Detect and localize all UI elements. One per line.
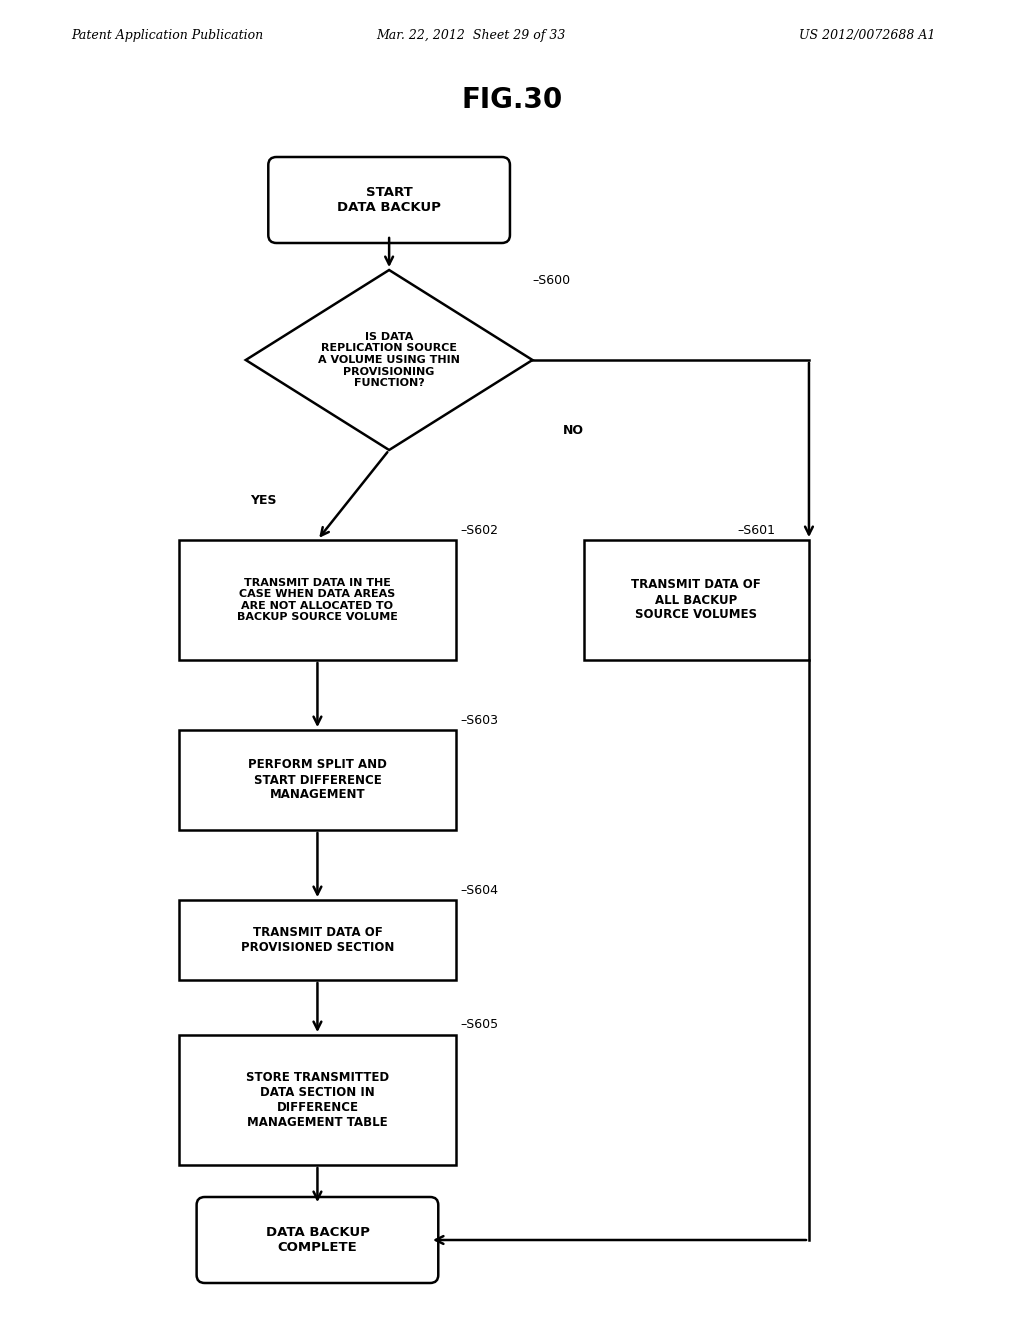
Text: Patent Application Publication: Patent Application Publication <box>72 29 264 41</box>
Text: TRANSMIT DATA OF
ALL BACKUP
SOURCE VOLUMES: TRANSMIT DATA OF ALL BACKUP SOURCE VOLUM… <box>632 578 761 622</box>
Text: NO: NO <box>563 424 585 437</box>
Text: PERFORM SPLIT AND
START DIFFERENCE
MANAGEMENT: PERFORM SPLIT AND START DIFFERENCE MANAG… <box>248 759 387 801</box>
Text: TRANSMIT DATA OF
PROVISIONED SECTION: TRANSMIT DATA OF PROVISIONED SECTION <box>241 927 394 954</box>
Text: TRANSMIT DATA IN THE
CASE WHEN DATA AREAS
ARE NOT ALLOCATED TO
BACKUP SOURCE VOL: TRANSMIT DATA IN THE CASE WHEN DATA AREA… <box>237 578 398 623</box>
Text: –S601: –S601 <box>737 524 775 536</box>
Text: –S604: –S604 <box>461 883 499 896</box>
Bar <box>179 540 456 660</box>
Bar <box>584 540 809 660</box>
Text: –S600: –S600 <box>532 273 570 286</box>
Text: FIG.30: FIG.30 <box>462 86 562 114</box>
Bar <box>179 730 456 830</box>
Text: –S605: –S605 <box>461 1019 499 1031</box>
Bar <box>179 1035 456 1166</box>
Text: START
DATA BACKUP: START DATA BACKUP <box>337 186 441 214</box>
Text: –S602: –S602 <box>461 524 499 536</box>
FancyBboxPatch shape <box>197 1197 438 1283</box>
Text: –S603: –S603 <box>461 714 499 726</box>
Text: Mar. 22, 2012  Sheet 29 of 33: Mar. 22, 2012 Sheet 29 of 33 <box>377 29 565 41</box>
FancyBboxPatch shape <box>268 157 510 243</box>
Text: STORE TRANSMITTED
DATA SECTION IN
DIFFERENCE
MANAGEMENT TABLE: STORE TRANSMITTED DATA SECTION IN DIFFER… <box>246 1071 389 1129</box>
Text: DATA BACKUP
COMPLETE: DATA BACKUP COMPLETE <box>265 1226 370 1254</box>
Text: IS DATA
REPLICATION SOURCE
A VOLUME USING THIN
PROVISIONING
FUNCTION?: IS DATA REPLICATION SOURCE A VOLUME USIN… <box>318 331 460 388</box>
Text: US 2012/0072688 A1: US 2012/0072688 A1 <box>799 29 935 41</box>
Polygon shape <box>246 271 532 450</box>
Bar <box>179 900 456 979</box>
Text: YES: YES <box>250 494 276 507</box>
